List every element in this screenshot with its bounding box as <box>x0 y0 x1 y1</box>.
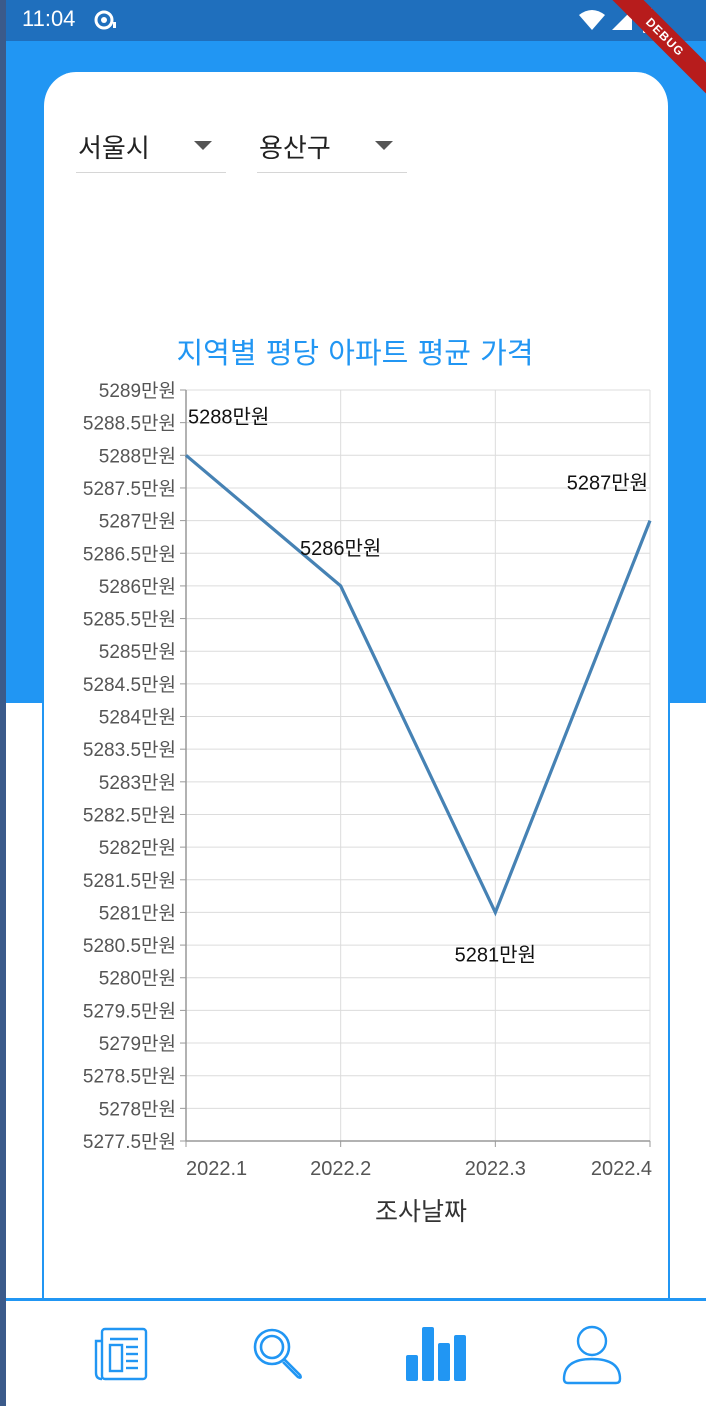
person-icon <box>562 1325 622 1385</box>
y-tick-label: 5277.5만원 <box>83 1131 176 1153</box>
y-tick-label: 5282.5만원 <box>83 804 176 826</box>
y-tick-label: 5281만원 <box>99 902 176 924</box>
y-tick-label: 5288만원 <box>99 445 176 467</box>
nav-statistics[interactable] <box>402 1321 466 1385</box>
y-tick-label: 5285.5만원 <box>83 609 176 631</box>
y-tick-label: 5285만원 <box>99 641 176 663</box>
city-dropdown[interactable]: 서울시 <box>76 124 226 173</box>
caret-down-icon <box>194 141 212 150</box>
y-tick-label: 5287.5만원 <box>83 478 176 500</box>
y-tick-label: 5280.5만원 <box>83 935 176 957</box>
data-label: 5281만원 <box>455 943 536 966</box>
x-tick-label: 2022.3 <box>465 1158 526 1180</box>
x-tick-label: 2022.4 <box>591 1158 652 1180</box>
y-tick-label: 5279.5만원 <box>83 1000 176 1022</box>
data-label: 5286만원 <box>300 537 381 560</box>
status-bar: 11:04 DEBUG <box>6 0 706 98</box>
y-tick-label: 5284만원 <box>99 707 176 729</box>
y-tick-label: 5286.5만원 <box>83 543 176 565</box>
nav-search[interactable] <box>246 1321 310 1385</box>
bar-chart-icon <box>406 1327 466 1381</box>
y-tick-label: 5282만원 <box>99 837 176 859</box>
data-label: 5288만원 <box>188 405 269 428</box>
sync-icon <box>94 8 120 36</box>
y-tick-label: 5286만원 <box>99 576 176 598</box>
content-card <box>42 72 670 1300</box>
y-tick-label: 5287만원 <box>99 511 176 533</box>
y-tick-label: 5281.5만원 <box>83 870 176 892</box>
bottom-navigation <box>6 1301 706 1406</box>
wifi-icon <box>578 8 606 36</box>
x-tick-label: 2022.1 <box>186 1158 247 1180</box>
district-dropdown[interactable]: 용산구 <box>257 124 407 173</box>
y-tick-label: 5278만원 <box>99 1098 176 1120</box>
district-dropdown-value: 용산구 <box>259 134 331 164</box>
x-tick-label: 2022.2 <box>310 1158 371 1180</box>
nav-divider <box>6 1298 706 1301</box>
series-line <box>184 454 652 917</box>
city-dropdown-value: 서울시 <box>78 134 150 164</box>
nav-profile[interactable] <box>560 1321 624 1385</box>
y-tick-label: 5284.5만원 <box>83 674 176 696</box>
newspaper-icon <box>94 1327 148 1381</box>
y-tick-label: 5289만원 <box>99 380 176 402</box>
window-edge <box>0 0 6 1406</box>
status-time: 11:04 <box>22 6 76 31</box>
line-chart: 5277.5만원 5278만원 5278.5만원 5279만원 5279.5만원 5280… <box>83 380 652 1226</box>
x-axis-title: 조사날짜 <box>375 1198 467 1226</box>
caret-down-icon <box>375 141 393 150</box>
y-tick-label: 5288.5만원 <box>83 413 176 435</box>
chart-title: 지역별 평당 아파트 평균 가격 <box>176 336 534 370</box>
data-label: 5287만원 <box>567 472 648 495</box>
search-icon <box>253 1328 302 1379</box>
y-tick-label: 5283.5만원 <box>83 739 176 761</box>
nav-news[interactable] <box>88 1321 152 1385</box>
y-tick-label: 5280만원 <box>99 968 176 990</box>
y-tick-label: 5278.5만원 <box>83 1066 176 1088</box>
y-tick-label: 5279만원 <box>99 1033 176 1055</box>
y-tick-label: 5283만원 <box>99 772 176 794</box>
